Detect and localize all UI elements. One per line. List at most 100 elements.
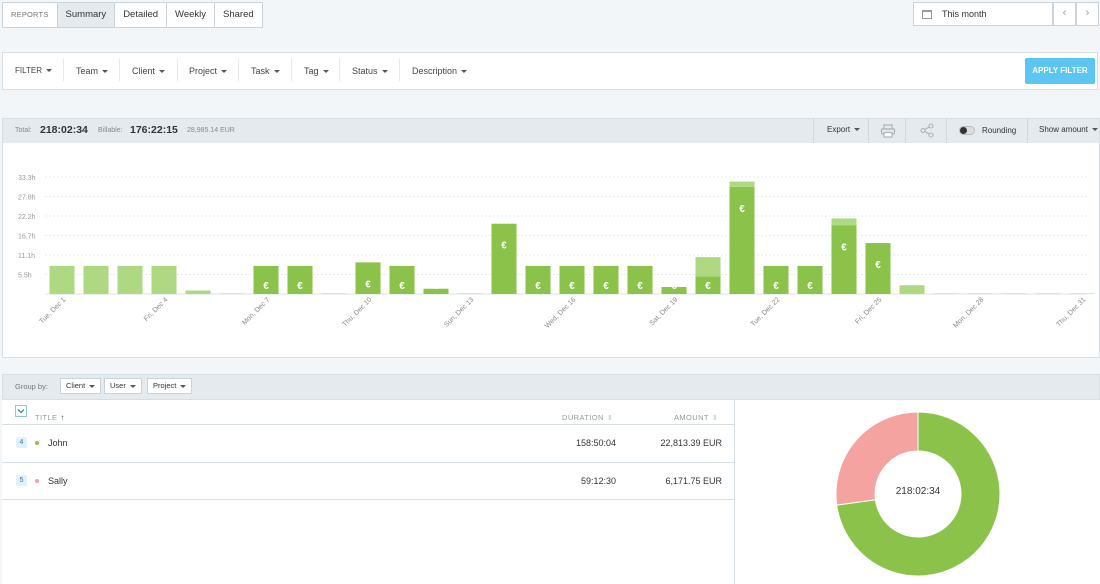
x-tick-label: Tue, Dec 22 [750,296,782,328]
total-amount: 28,985.14 EUR [187,127,235,134]
bar-billable [797,265,823,294]
group-select-user[interactable]: User [104,378,142,394]
export-label: Export [827,125,851,134]
export-menu[interactable]: Export [827,125,861,134]
row-duration: 158:50:04 [575,438,616,448]
euro-icon: € [263,281,269,292]
bar-billable [661,286,687,294]
bar-billable [865,243,891,294]
column-title[interactable]: TITLE ↑ [35,407,64,425]
bar-empty [321,293,347,294]
divider [63,59,64,81]
euro-icon: € [671,281,677,292]
x-tick-label: Fri, Dec 25 [854,296,883,325]
chevron-down-icon [322,70,329,74]
chevron-down-icon [854,128,861,132]
share-icon[interactable] [919,123,935,138]
bar-nonbillable [151,265,177,294]
filter-project-label: Project [189,66,218,76]
chevron-down-icon [381,70,388,74]
divider [946,119,947,143]
group-user-label: User [110,381,126,390]
euro-icon: € [807,281,813,292]
x-tick-label: Sat, Dec 19 [649,296,680,327]
filter-project[interactable]: Project [189,53,228,89]
expand-all-toggle[interactable] [15,405,27,417]
y-tick-label: 16.7h [18,234,36,241]
tab-summary[interactable]: Summary [57,3,116,27]
bar-billable [627,265,653,294]
user-color-dot [35,479,39,483]
donut-slice[interactable] [836,411,1001,577]
filter-team[interactable]: Team [76,53,109,89]
chevron-down-icon [1091,128,1098,132]
column-duration[interactable]: DURATION ⇕ [562,407,613,425]
billable-label: Billable: [98,127,123,134]
column-amount[interactable]: AMOUNT ⇕ [674,407,718,425]
column-duration-label: DURATION [562,413,604,422]
next-period-button[interactable]: › [1076,2,1099,26]
x-tick-label: Thu, Dec 10 [341,296,373,328]
column-title-label: TITLE [35,413,58,422]
bar-nonbillable [49,265,75,294]
euro-icon: € [399,281,405,292]
filter-menu[interactable]: FILTER [15,53,52,89]
filter-description-label: Description [412,66,458,76]
table-row[interactable]: 4 John 158:50:04 22,813.39 EUR [2,425,735,462]
bar-nonbillable [729,181,755,187]
x-tick-label: Mon, Dec 28 [952,296,985,329]
tab-weekly[interactable]: Weekly [167,3,216,27]
tab-shared[interactable]: Shared [223,9,254,20]
euro-icon: € [739,204,745,215]
y-tick-label: 33.3h [18,175,36,182]
group-client-label: Client [66,381,86,390]
bar-nonbillable [695,257,721,277]
row-amount: 6,171.75 EUR [665,476,722,486]
divider [119,59,120,81]
filter-bar [2,52,1098,90]
sort-arrow-icon: ↑ [60,413,65,422]
divider [868,119,869,143]
prev-period-button[interactable]: ‹ [1053,2,1076,26]
euro-icon: € [875,260,881,271]
chevron-down-icon [102,70,109,74]
euro-icon: € [535,281,541,292]
bar-empty [1035,293,1061,294]
group-select-client[interactable]: Client [60,378,102,394]
group-select-project[interactable]: Project [147,378,193,394]
user-color-dot [35,441,39,445]
filter-client[interactable]: Client [132,53,166,89]
donut-slice[interactable] [835,411,919,506]
filter-task[interactable]: Task [251,53,280,89]
tab-detailed[interactable]: Detailed [115,3,168,27]
bar-billable [763,265,789,294]
filter-tag-label: Tag [304,66,319,76]
column-amount-label: AMOUNT [674,413,709,422]
sort-icon: ⇕ [606,415,613,422]
filter-description[interactable]: Description [412,53,468,89]
date-range-picker[interactable]: This month [913,2,1053,26]
x-tick-label: Tue, Dec 1 [38,296,67,325]
group-project-label: Project [153,381,177,390]
bar-billable [287,265,313,294]
filter-status[interactable]: Status [352,53,388,89]
divider [399,59,400,81]
y-tick-label: 11.1h [18,253,35,260]
rounding-toggle[interactable] [959,126,975,135]
print-icon[interactable] [880,124,896,138]
y-tick-label: 27.8h [18,195,36,202]
table-row[interactable]: 5 Sally 59:12:30 6,171.75 EUR [2,463,735,499]
bar-empty [967,293,993,294]
divider [177,59,178,81]
filter-task-label: Task [251,66,270,76]
chevron-down-icon [129,384,136,388]
bar-empty [1001,293,1027,294]
chevron-down-icon [221,70,228,74]
tab-reports[interactable]: REPORTS [3,3,58,27]
euro-icon: € [501,241,507,252]
filter-tag[interactable]: Tag [304,53,329,89]
apply-filter-button[interactable]: APPLY FILTER [1025,58,1095,84]
show-amount-menu[interactable]: Show amount [1039,125,1098,134]
divider [291,59,292,81]
total-value: 218:02:34 [40,124,88,136]
